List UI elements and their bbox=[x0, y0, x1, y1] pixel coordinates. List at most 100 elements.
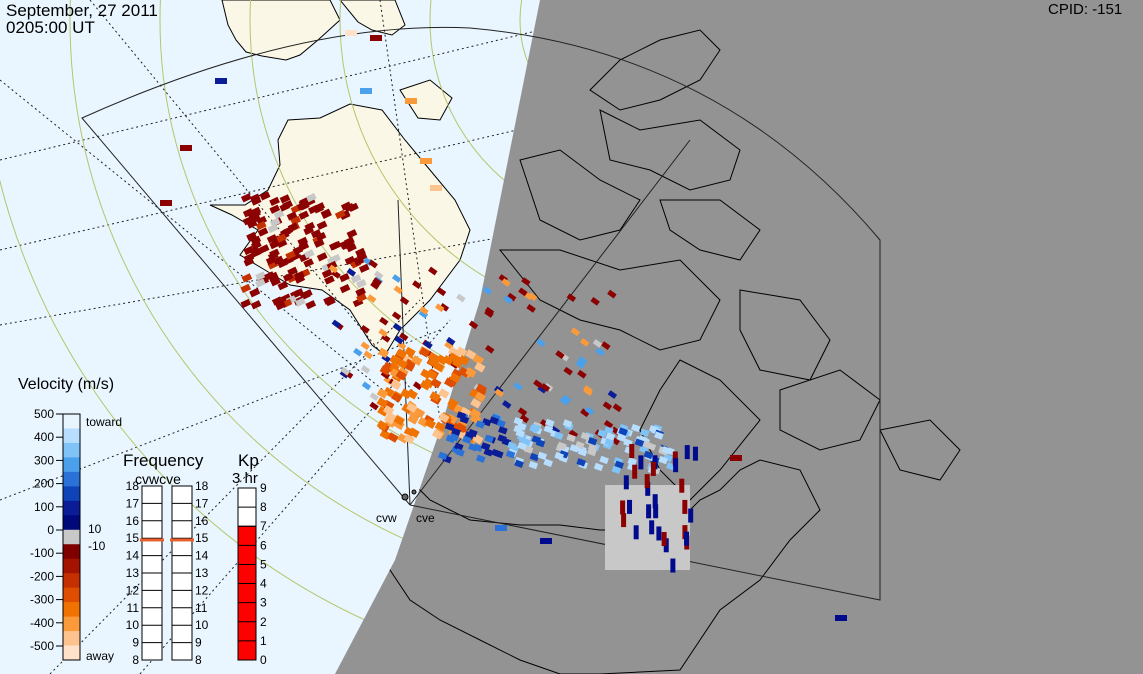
velocity-cell bbox=[267, 223, 279, 234]
frequency-subtitle: cvwcve bbox=[135, 471, 181, 487]
velocity-cell bbox=[392, 322, 403, 332]
velocity-cell bbox=[580, 338, 590, 347]
land-day bbox=[209, 0, 471, 356]
velocity-cell bbox=[656, 526, 662, 541]
colorbar-swatch bbox=[63, 500, 80, 516]
velocity-cell bbox=[468, 320, 479, 330]
velocity-cell bbox=[273, 209, 285, 220]
velocity-cell bbox=[513, 381, 523, 391]
velocity-cell bbox=[527, 292, 538, 302]
velocity-cell bbox=[383, 386, 395, 398]
velocity-cell bbox=[376, 397, 388, 408]
velocity-cell bbox=[273, 255, 284, 265]
velocity-cell bbox=[390, 392, 403, 403]
velocity-cell bbox=[566, 433, 576, 443]
velocity-cell bbox=[324, 275, 335, 285]
velocity-cell bbox=[378, 328, 388, 338]
velocity-cell bbox=[241, 273, 253, 283]
velocity-cell bbox=[315, 231, 327, 242]
velocity-cell bbox=[276, 233, 287, 243]
velocity-cell bbox=[412, 381, 423, 391]
velocity-tick-label: -200 bbox=[30, 569, 54, 583]
velocity-cell bbox=[266, 234, 278, 244]
velocity-cell bbox=[295, 297, 306, 307]
velocity-cell bbox=[240, 298, 252, 309]
velocity-cell bbox=[653, 431, 664, 440]
velocity-cell bbox=[505, 450, 516, 459]
velocity-cell bbox=[602, 401, 613, 411]
coastlines-night bbox=[364, 29, 961, 674]
velocity-cell bbox=[562, 419, 573, 428]
velocity-cell bbox=[356, 293, 367, 303]
velocity-cell bbox=[483, 448, 494, 457]
velocity-cell bbox=[555, 350, 565, 359]
velocity-cell bbox=[519, 414, 530, 424]
velocity-cell bbox=[286, 211, 298, 221]
velocity-cell bbox=[616, 433, 627, 442]
velocity-cell bbox=[597, 429, 607, 438]
colorbar-swatch bbox=[63, 558, 80, 574]
velocity-cell bbox=[661, 446, 672, 455]
velocity-cell bbox=[433, 361, 445, 373]
velocity-cell bbox=[644, 474, 650, 489]
night-region bbox=[335, 0, 1143, 674]
velocity-cell bbox=[408, 427, 420, 438]
velocity-cell bbox=[730, 455, 742, 461]
colorbar-swatch bbox=[63, 587, 80, 603]
velocity-cell bbox=[577, 448, 588, 457]
velocity-cell bbox=[620, 500, 626, 515]
kp-tick-label: 9 bbox=[260, 481, 267, 495]
velocity-cell bbox=[507, 292, 517, 302]
velocity-cell bbox=[340, 201, 352, 211]
velocity-cell bbox=[316, 220, 328, 230]
velocity-cell bbox=[528, 460, 539, 470]
velocity-cell bbox=[249, 193, 261, 203]
velocity-cell bbox=[623, 475, 629, 490]
velocity-cell bbox=[360, 88, 372, 94]
velocity-cell bbox=[382, 405, 395, 416]
velocity-cell bbox=[304, 221, 316, 232]
velocity-cell bbox=[535, 438, 546, 448]
velocity-cell bbox=[459, 406, 472, 418]
velocity-cell bbox=[599, 455, 609, 465]
velocity-cell bbox=[455, 346, 468, 357]
velocity-cell bbox=[484, 434, 494, 443]
velocity-cell bbox=[346, 229, 358, 239]
velocity-cell bbox=[835, 615, 847, 621]
velocity-cell bbox=[363, 350, 373, 360]
velocity-cell bbox=[495, 525, 507, 531]
velocity-cell bbox=[279, 202, 291, 212]
velocity-cell bbox=[439, 302, 450, 312]
velocity-cell bbox=[577, 356, 588, 365]
velocity-cell bbox=[595, 347, 605, 357]
velocity-cell bbox=[530, 423, 541, 432]
frequency-tick-label: 15 bbox=[195, 531, 209, 545]
velocity-cell bbox=[670, 558, 676, 573]
frequency-tick-label: 10 bbox=[126, 618, 140, 632]
velocity-tick-label: -300 bbox=[30, 593, 54, 607]
velocity-cell bbox=[215, 78, 227, 84]
velocity-cell bbox=[240, 193, 252, 203]
velocity-cell bbox=[482, 286, 493, 295]
velocity-cell bbox=[692, 446, 698, 461]
velocity-cell bbox=[429, 391, 441, 402]
velocity-cell bbox=[379, 316, 389, 326]
velocity-cell bbox=[303, 249, 315, 259]
velocity-cell bbox=[276, 238, 288, 249]
velocity-cell bbox=[160, 200, 172, 206]
velocity-cell bbox=[313, 238, 325, 248]
velocity-cell bbox=[455, 448, 465, 457]
velocity-cell bbox=[269, 204, 281, 214]
velocity-cell bbox=[418, 309, 429, 319]
velocity-cell bbox=[369, 392, 380, 402]
velocity-cell bbox=[543, 458, 553, 467]
kp-title: Kp bbox=[238, 451, 259, 470]
velocity-cell bbox=[379, 365, 391, 376]
velocity-cell bbox=[673, 458, 679, 473]
velocity-cell bbox=[580, 408, 590, 418]
velocity-cell bbox=[298, 241, 310, 251]
velocity-cell bbox=[653, 504, 659, 519]
frequency-tick-label: 9 bbox=[132, 636, 139, 650]
velocity-cell bbox=[679, 478, 685, 493]
colorbar-frame bbox=[62, 413, 81, 661]
